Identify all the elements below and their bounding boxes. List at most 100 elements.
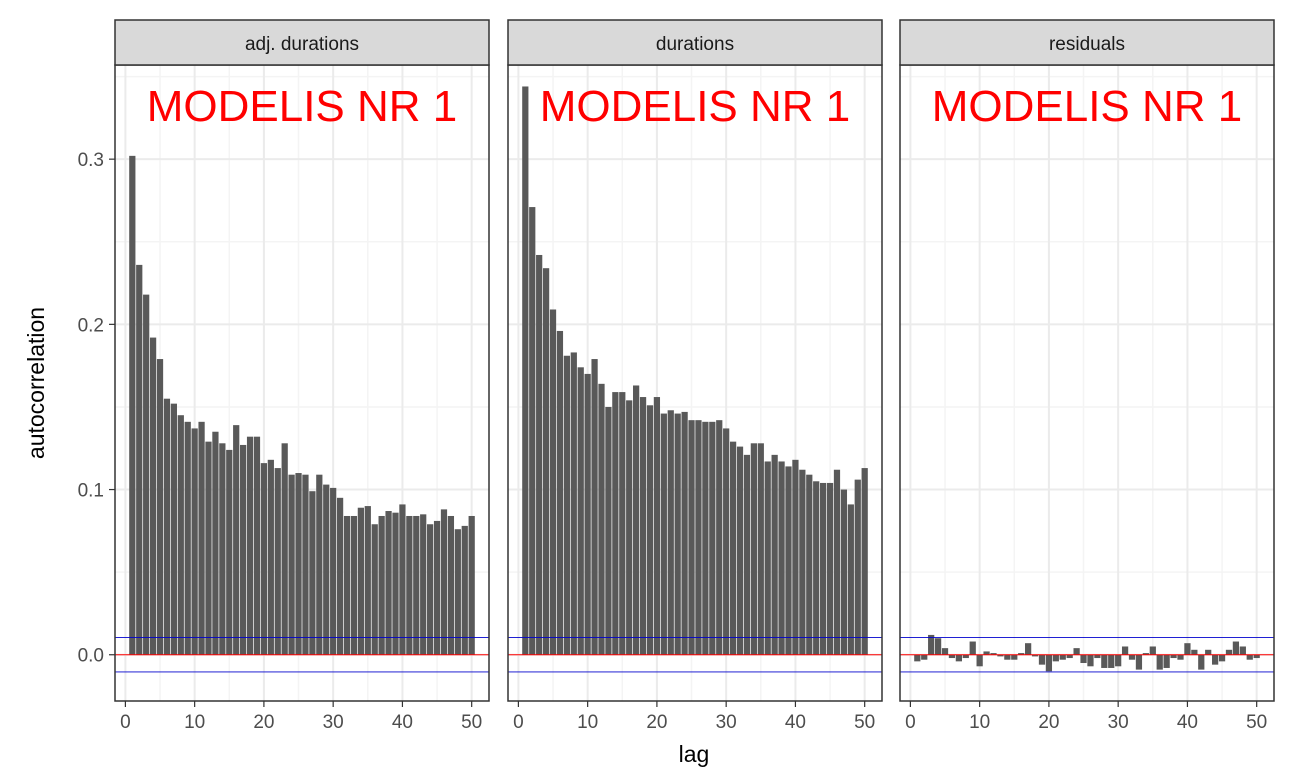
acf-bar [1135,654,1143,670]
acf-bar [364,506,371,655]
acf-bar [1073,648,1080,655]
acf-bar [653,397,661,655]
acf-bar [149,337,157,655]
acf-bar [1080,654,1087,664]
acf-bar [468,515,475,655]
acf-bar [536,254,543,655]
acf-bar [934,638,942,655]
acf-bar [674,413,681,655]
facet-strip-label: residuals [1049,34,1125,55]
acf-bar [840,489,848,655]
acf-bar [667,410,674,655]
y-tick-label: 0.0 [78,646,104,667]
y-tick-label: 0.1 [78,481,104,502]
acf-bar [941,648,949,655]
acf-bar [948,654,956,659]
acf-bar [240,444,247,655]
acf-bar [440,509,448,655]
acf-bar [420,514,427,655]
acf-bar [1212,654,1219,665]
acf-bar [385,511,392,655]
watermark-text: MODELIS NR 1 [932,82,1243,131]
acf-bar [529,207,536,655]
acf-bar [267,459,274,655]
x-tick-label: 0 [120,712,131,733]
acf-bar [219,443,226,655]
acf-bar [626,400,633,655]
x-tick-label: 30 [1108,712,1129,733]
acf-bar [716,420,723,655]
acf-bar [1128,654,1136,660]
acf-bar [1018,653,1025,655]
acf-bar [563,355,570,655]
acf-bar [997,654,1004,657]
acf-bar [1121,646,1129,655]
acf-bar [184,421,191,655]
acf-bar [198,421,205,655]
x-tick-label: 10 [969,712,990,733]
acf-bar [1205,649,1212,655]
acf-bar [1045,654,1053,672]
acf-bar [764,461,771,655]
x-tick-label: 10 [184,712,205,733]
facet-strip [114,19,490,66]
acf-bar [598,383,605,655]
acf-bar [302,474,309,655]
acf-bar [1191,649,1198,655]
acf-bar [633,385,640,655]
acf-bar [695,420,702,655]
acf-bar [969,641,976,655]
acf-bar [771,454,778,655]
acf-bar [778,461,785,655]
acf-bar [962,654,969,659]
acf-bar [323,484,330,655]
acf-bar [177,415,184,655]
acf-bar [205,441,212,655]
acf-bar [371,524,378,655]
acf-bar [914,654,921,662]
acf-bar [660,413,667,655]
acf-bar [612,392,619,655]
acf-bar [921,654,928,660]
acf-bar [799,469,806,655]
acf-bar [1177,654,1184,660]
watermark-text: MODELIS NR 1 [147,82,458,131]
acf-bar [461,525,468,655]
acf-bar [639,397,647,655]
acf-bar [288,474,295,655]
acf-bar [1218,654,1226,662]
acf-bar [983,651,990,655]
facet-strip [507,19,883,66]
acf-bar [820,482,827,655]
panel-background [900,65,1274,701]
acf-bar [260,463,268,655]
acf-bar [253,436,261,655]
acf-bar [833,469,841,655]
acf-bar [1184,643,1191,655]
acf-bar [1198,654,1205,670]
facet-panel-2: MODELIS NR 1 residuals 0 10 20 30 40 50 [899,19,1275,733]
acf-bar [806,474,813,655]
x-tick-label: 10 [577,712,598,733]
acf-bar [619,392,626,655]
x-axis-title: lag [679,741,710,767]
facet-strip-label: adj. durations [245,34,359,55]
acf-bar [813,481,820,655]
x-tick-label: 30 [716,712,737,733]
acf-bar [1239,646,1246,655]
acf-bar [1108,654,1115,668]
acf-bar [246,436,254,655]
acf-bar [233,425,240,655]
acf-bar [792,459,799,655]
acf-bar [681,411,688,655]
acf-bar [750,443,757,655]
acf-bar [1031,654,1039,657]
acf-bar [191,428,198,655]
x-tick-label: 20 [646,712,667,733]
acf-bar [757,443,764,655]
acf-bar [427,524,434,655]
acf-bar [357,507,364,655]
x-tick-label: 50 [461,712,482,733]
acf-bar [688,420,695,655]
